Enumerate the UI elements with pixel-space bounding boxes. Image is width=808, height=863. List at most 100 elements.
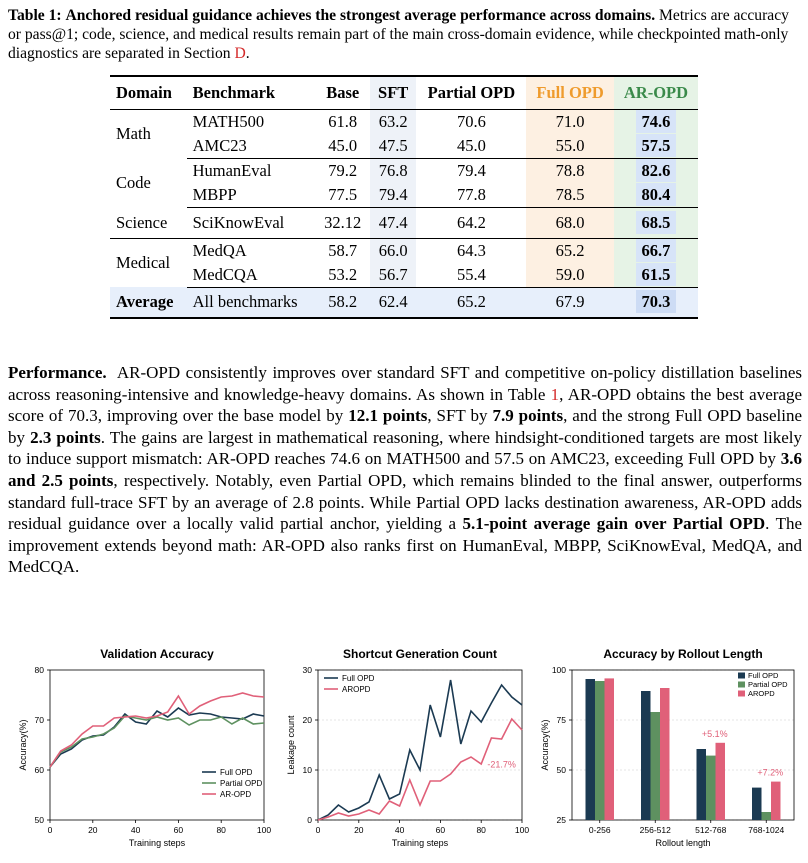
- benchmark-cell: All benchmarks: [186, 287, 316, 319]
- caption-text: Metrics are accuracy or pass@1; code, sc…: [8, 7, 789, 62]
- legend-label: AROPD: [342, 685, 371, 694]
- partial-cell: 64.3: [456, 240, 486, 260]
- sft-cell: 76.8: [369, 158, 417, 183]
- table-row: MBPP 77.5 79.4 77.8 78.5 80.4: [110, 183, 698, 208]
- partial-cell: 64.2: [416, 207, 527, 239]
- paragraph-emphasis: 3.6 and 2.5 points: [8, 449, 802, 490]
- domain-cell: Code: [116, 173, 151, 192]
- x-tick-label: 512-768: [695, 825, 726, 835]
- ar-best-value: 66.7: [635, 238, 677, 262]
- x-axis-label: Rollout length: [655, 838, 710, 848]
- performance-paragraph: Performance. AR-OPD consistently improve…: [8, 362, 802, 578]
- legend-label: Full OPD: [748, 671, 779, 680]
- ar-best-value: 80.4: [635, 183, 677, 206]
- sft-cell: 66.0: [369, 238, 417, 263]
- x-tick-label: 40: [131, 825, 141, 835]
- bar: [660, 688, 670, 820]
- bar: [696, 749, 706, 820]
- y-tick-label: 75: [557, 715, 567, 725]
- legend-label: Full OPD: [220, 768, 253, 777]
- table-link[interactable]: 1: [550, 384, 560, 404]
- legend-label: AROPD: [748, 689, 775, 698]
- base-cell: 53.2: [315, 262, 370, 288]
- bar: [641, 691, 651, 820]
- x-tick-label: 768-1024: [748, 825, 784, 835]
- paragraph-emphasis: 5.1-point average gain over Partial OPD: [462, 514, 766, 534]
- ar-best-value: 61.5: [635, 262, 677, 286]
- partial-cell: 79.4: [456, 161, 486, 180]
- chart-title: Shortcut Generation Count: [343, 647, 497, 661]
- base-cell: 32.12: [315, 207, 370, 239]
- bar: [715, 742, 725, 820]
- ar-cell: 57.5: [613, 134, 698, 159]
- full-cell: 78.8: [526, 158, 614, 183]
- legend-swatch: [738, 672, 745, 679]
- bar: [604, 678, 614, 820]
- paragraph-text: , respectively. Notably, even Partial OP…: [8, 470, 802, 534]
- x-tick-label: 80: [476, 825, 486, 835]
- x-tick-label: 0-256: [589, 825, 611, 835]
- y-tick-label: 25: [557, 815, 567, 825]
- y-tick-label: 50: [35, 815, 45, 825]
- y-tick-label: 100: [552, 665, 566, 675]
- x-tick-label: 20: [88, 825, 98, 835]
- sft-cell: 79.4: [369, 183, 417, 208]
- x-tick-label: 40: [395, 825, 405, 835]
- ar-cell: 66.7: [613, 238, 698, 263]
- y-axis-label: Leakage count: [286, 715, 296, 775]
- x-tick-label: 60: [174, 825, 184, 835]
- plot-frame: [571, 669, 795, 821]
- paragraph-text: AR-OPD consistently improves over standa…: [8, 363, 802, 404]
- annotation-label: -21.7%: [487, 760, 516, 770]
- ar-cell: 68.5: [613, 207, 698, 239]
- y-tick-label: 0: [307, 815, 312, 825]
- y-axis-label: Accuracy(%): [18, 719, 28, 770]
- legend-label: Full OPD: [342, 674, 375, 683]
- legend-label: Partial OPD: [748, 680, 788, 689]
- results-table: Domain Benchmark Base SFT Partial OPD Fu…: [110, 75, 698, 319]
- chart-validation-accuracy: Validation Accuracy 0 20 40 60 80 100 50 60 70 80 T…: [6, 640, 276, 858]
- benchmark-cell: MBPP: [186, 183, 316, 208]
- bar: [771, 781, 781, 820]
- y-tick-label: 30: [303, 665, 313, 675]
- x-tick-label: 0: [48, 825, 53, 835]
- ar-best-value: 68.5: [635, 210, 677, 234]
- sft-cell: 56.7: [369, 262, 417, 288]
- domain-cell: Medical: [116, 252, 171, 272]
- bar: [650, 712, 660, 820]
- full-cell: 65.2: [526, 238, 614, 263]
- legend-label: Partial OPD: [220, 779, 262, 788]
- plot-frame: [317, 669, 523, 821]
- full-cell: 68.0: [526, 207, 614, 239]
- chart-svg: Shortcut Generation Count 0 20 40 60 80 100 0 10…: [286, 647, 529, 848]
- y-axis-label: Accuracy(%): [540, 719, 550, 770]
- paragraph-text: . The gains are largest in mathematical …: [8, 427, 802, 469]
- header-domain: Domain: [110, 75, 187, 110]
- ar-cell: 74.6: [613, 109, 698, 134]
- full-cell: 59.0: [526, 262, 614, 288]
- legend-label: AR-OPD: [220, 790, 251, 799]
- table-row: Math MATH500 61.8 63.2 70.6 71.0 74.6: [110, 109, 698, 143]
- table-header-row: Domain Benchmark Base SFT Partial OPD Fu…: [110, 75, 698, 110]
- chart-rollout-accuracy: Accuracy by Rollout Length 25 50 75 100 0-256…: [538, 640, 808, 858]
- x-tick-label: 20: [354, 825, 364, 835]
- annotation-label: +5.1%: [702, 729, 728, 739]
- header-sft: SFT: [369, 75, 417, 110]
- benchmark-cell: MedQA: [192, 240, 247, 260]
- x-tick-label: 100: [515, 825, 529, 835]
- section-link[interactable]: D: [234, 45, 246, 62]
- full-cell: 55.0: [526, 134, 614, 159]
- paragraph-text: , and the strong Full OPD baseline by: [8, 406, 802, 447]
- paragraph-emphasis: 7.9 points: [492, 406, 564, 426]
- ar-cell: 82.6: [613, 158, 698, 183]
- caption-title: Anchored residual guidance achieves the …: [65, 7, 656, 24]
- ar-best-value: 70.3: [635, 290, 677, 314]
- caption-end: .: [245, 45, 250, 62]
- x-axis-label: Training steps: [129, 838, 186, 848]
- ar-best-value: 57.5: [635, 134, 677, 157]
- y-tick-label: 70: [35, 715, 45, 725]
- header-full: Full OPD: [526, 75, 614, 110]
- series-line: [317, 717, 523, 821]
- table-row: Medical MedQA 58.7 66.0 64.3 65.2 66.7: [110, 238, 698, 272]
- partial-cell: 55.4: [416, 262, 527, 288]
